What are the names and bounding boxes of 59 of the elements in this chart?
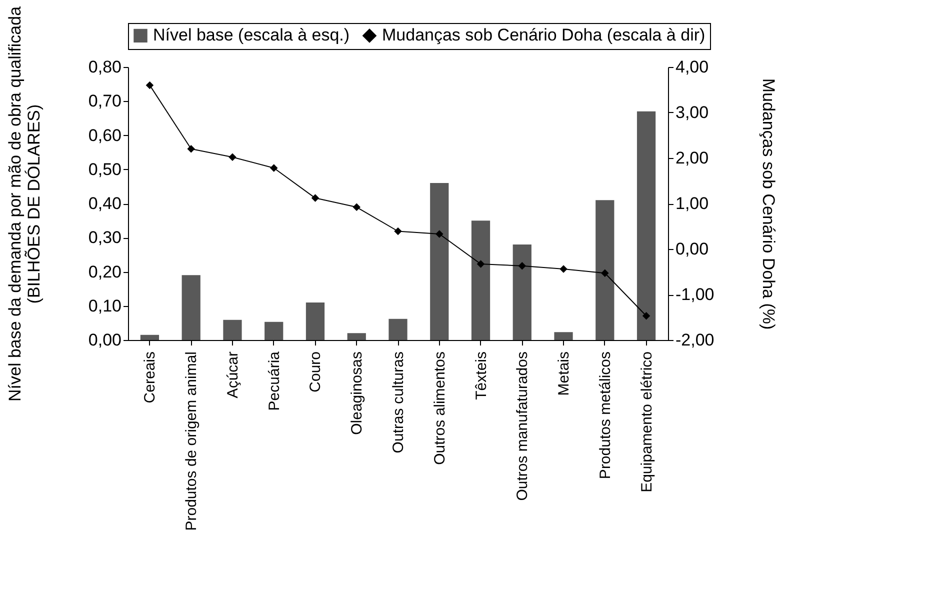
x-tick-label: Produtos metálicos	[596, 352, 614, 480]
y-tick-label: 0,10	[88, 296, 122, 316]
point	[311, 194, 320, 202]
bar	[140, 334, 160, 340]
y-axis-title: Nível base da demanda por mão de obra qualificada (BILHÕES DE DÓLARES)	[5, 6, 44, 402]
x-tick-label: Oleaginosas	[348, 352, 366, 435]
point	[436, 230, 444, 238]
y2-axis-title: Mudanças sob Cenário Doha (%)	[759, 78, 778, 330]
legend-label: Nível base (escala à esq.)	[153, 26, 350, 45]
y-tick-label: 0,60	[88, 126, 122, 145]
bar	[388, 318, 408, 340]
bar	[596, 200, 614, 340]
point	[394, 227, 402, 236]
x-tick-label: Equipamento elétrico	[638, 352, 656, 492]
x-tick-label: Outros manufaturados	[514, 352, 532, 501]
point	[187, 145, 195, 153]
y2-tick-label: -1,00	[676, 285, 714, 304]
legend-label: Mudanças sob Cenário Doha (escala à dir)	[382, 26, 706, 45]
point	[146, 81, 154, 90]
bar	[512, 244, 532, 340]
y2-tick-label: -2,00	[676, 330, 714, 350]
x-tick-label: Metais	[556, 352, 573, 396]
x-tick-label: Açúcar	[224, 352, 242, 398]
point	[228, 153, 236, 161]
y2-tick-label: 1,00	[676, 194, 709, 213]
point	[270, 164, 278, 172]
point	[560, 265, 568, 273]
y2-tick-label: 0,00	[676, 240, 709, 258]
bar	[347, 333, 366, 340]
y-tick-label: 0,30	[88, 228, 122, 248]
point	[518, 262, 526, 270]
bar	[430, 183, 449, 340]
x-tick-label: Produtos de origem animal	[183, 352, 200, 531]
point	[476, 260, 485, 268]
y-tick-label: 0,00	[88, 330, 122, 350]
bar	[471, 220, 490, 340]
y-tick-label: 0,70	[88, 92, 122, 111]
y-tick-label: 0,50	[88, 160, 122, 179]
bar	[636, 111, 656, 340]
y2-tick-label: 2,00	[676, 148, 709, 168]
x-tick-label: Cereais	[142, 352, 159, 404]
point	[352, 203, 360, 212]
y-tick-label: 0,80	[88, 58, 122, 76]
y2-tick-label: 4,00	[676, 58, 709, 76]
x-tick-label: Outras culturas	[390, 352, 407, 454]
bar	[264, 322, 284, 340]
bar	[306, 302, 325, 340]
y-tick-label: 0,20	[88, 262, 122, 282]
x-tick-label: Couro	[307, 352, 324, 392]
y2-tick-label: 3,00	[676, 103, 709, 122]
point	[601, 269, 609, 277]
y-tick-label: 0,40	[88, 194, 122, 213]
bar	[554, 332, 573, 340]
bar	[182, 275, 200, 340]
x-tick-label: Outros alimentos	[431, 352, 448, 465]
x-tick-label: Pecuária	[266, 350, 283, 411]
bar	[223, 320, 242, 340]
point	[642, 312, 650, 320]
x-tick-label: Têxteis	[472, 352, 490, 400]
